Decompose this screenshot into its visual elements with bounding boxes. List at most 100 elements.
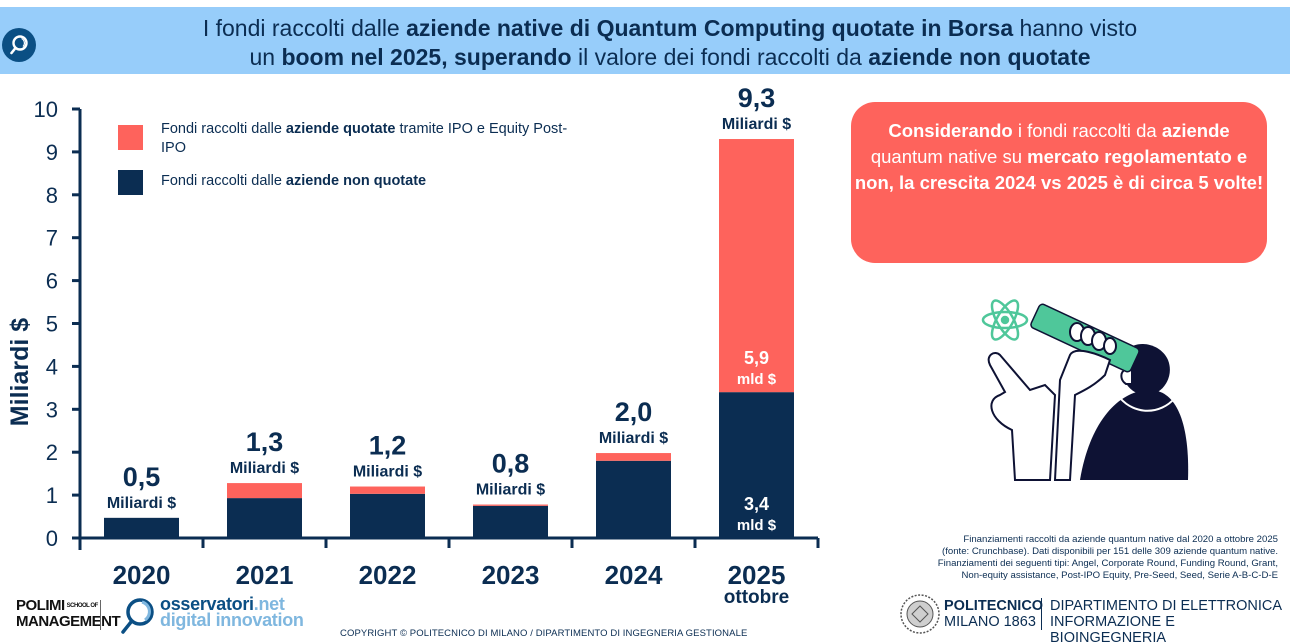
callout-run: Considerando xyxy=(888,120,1013,141)
politecnico-milano-name: POLITECNICO MILANO 1863 xyxy=(944,598,1043,630)
x-tick-label: 2020 xyxy=(113,560,171,590)
management-text: MANAGEMENT xyxy=(16,612,121,630)
bar-segment-non-quotate xyxy=(227,498,302,538)
legend-run: aziende non quotate xyxy=(285,173,427,189)
x-tick-label: 2025 xyxy=(728,560,786,590)
legend-swatch-quotate xyxy=(118,125,143,150)
bar-segment-quotate xyxy=(719,139,794,393)
y-tick-label: 9 xyxy=(46,140,58,165)
politecnico-seal-icon xyxy=(900,594,940,634)
y-axis: 0 1 2 3 4 5 6 7 8 9 10 xyxy=(34,97,82,551)
magnifier-logo-icon xyxy=(2,28,36,62)
title-run: aziende native di Quantum Computing quot… xyxy=(406,15,1014,41)
y-tick-label: 10 xyxy=(34,97,58,122)
page-title: I fondi raccolti dalle aziende native di… xyxy=(50,14,1290,72)
title-run: hanno visto xyxy=(1013,15,1138,41)
bar-segment-quotate xyxy=(596,453,671,461)
segment-value-label: 3,4 xyxy=(744,494,769,514)
total-value-label: 0,5 xyxy=(123,462,161,492)
total-value-label: 1,3 xyxy=(246,427,284,457)
dept-line-2: INFORMAZIONE E BIOINGEGNERIA xyxy=(1050,614,1175,642)
segment-unit-label: mld $ xyxy=(737,371,777,388)
milano-1863-text: MILANO 1863 xyxy=(944,614,1036,630)
bars xyxy=(104,139,794,538)
bar-segment-non-quotate xyxy=(719,392,794,538)
title-run: il valore dei fondi raccolti da xyxy=(571,44,869,70)
y-tick-label: 8 xyxy=(46,183,58,208)
total-value-label: 1,2 xyxy=(369,431,407,461)
y-tick-label: 3 xyxy=(46,397,58,422)
total-unit-label: Miliardi $ xyxy=(107,495,176,512)
title-run: un xyxy=(249,44,282,70)
osservatori-logo-text: osservatori.net digital innovation xyxy=(160,594,304,630)
osservatori-name: osservatori xyxy=(160,594,254,614)
x-tick-label: 2024 xyxy=(605,560,663,590)
callout-run: quantum native su xyxy=(870,146,1028,167)
segment-value-label: 5,9 xyxy=(744,348,769,368)
y-axis-title: Miliardi $ xyxy=(6,318,34,426)
growth-callout: Considerando i fondi raccolti da aziende… xyxy=(851,102,1267,263)
osservatori-magnifier-icon xyxy=(121,598,154,634)
atom-icon xyxy=(981,299,1029,341)
digital-innovation-text: digital innovation xyxy=(160,610,304,630)
x-tick-label: 2021 xyxy=(236,560,294,590)
y-tick-label: 2 xyxy=(46,440,58,465)
title-run: boom nel 2025, superando xyxy=(281,44,572,70)
osservatori-tld: .net xyxy=(253,594,285,614)
person-with-telescope-and-atom-illustration xyxy=(981,299,1189,481)
bar-segment-quotate xyxy=(350,486,425,494)
dept-divider xyxy=(1041,598,1042,630)
bar-segment-non-quotate xyxy=(596,460,671,538)
title-line-1: I fondi raccolti dalle aziende native di… xyxy=(50,14,1290,43)
note-line: (fonte: Crunchbase). Dati disponibili pe… xyxy=(942,546,1278,557)
stacked-bar-chart: 0 1 2 3 4 5 6 7 8 9 10 2020 2021 2022 2023 2024 2025ott… xyxy=(6,83,820,608)
title-run: I fondi raccolti dalle xyxy=(202,15,407,41)
dept-line-1: DIPARTIMENTO DI ELETTRONICA xyxy=(1050,598,1283,614)
bar-segment-quotate xyxy=(473,504,548,506)
x-tick-sublabel: ottobre xyxy=(724,587,789,608)
department-name: DIPARTIMENTO DI ELETTRONICA INFORMAZIONE… xyxy=(1050,598,1290,642)
total-value-label: 0,8 xyxy=(492,449,530,479)
total-value-label: 9,3 xyxy=(738,83,776,113)
bar-segment-quotate xyxy=(227,483,302,499)
y-tick-label: 0 xyxy=(46,526,58,551)
legend-run: Fondi raccolti dalle xyxy=(161,173,286,189)
legend-run: aziende quotate xyxy=(285,121,396,137)
total-value-label: 2,0 xyxy=(615,397,653,427)
y-tick-label: 1 xyxy=(46,483,58,508)
segment-unit-label: mld $ xyxy=(737,517,777,534)
legend-run: Fondi raccolti dalle xyxy=(161,121,286,137)
school-of-text: SCHOOL OF xyxy=(66,602,99,609)
total-unit-label: Miliardi $ xyxy=(599,430,668,447)
total-unit-label: Miliardi $ xyxy=(230,460,299,477)
note-line: Finanziamenti dei seguenti tipi: Angel, … xyxy=(937,558,1278,569)
title-line-2: un boom nel 2025, superando il valore de… xyxy=(50,43,1290,72)
logo-divider xyxy=(100,600,101,630)
title-run: aziende non quotate xyxy=(868,44,1091,70)
legend-swatch-non-quotate xyxy=(118,170,143,195)
total-unit-label: Miliardi $ xyxy=(476,482,545,499)
data-labels: 0,5 Miliardi $ 1,3 Miliardi $ 1,2 Miliardi $ 0… xyxy=(107,83,791,534)
total-unit-label: Miliardi $ xyxy=(353,464,422,481)
callout-run: i fondi raccolti da xyxy=(1012,120,1162,141)
y-tick-label: 4 xyxy=(46,354,58,379)
y-tick-label: 6 xyxy=(46,269,58,294)
source-note: Finanziamenti raccolti da aziende quantu… xyxy=(828,534,1278,582)
legend-run: tramite IPO e Equity Post-IPO xyxy=(161,121,568,156)
bar-segment-non-quotate xyxy=(104,517,179,538)
header-banner: I fondi raccolti dalle aziende native di… xyxy=(0,7,1290,74)
callout-run: aziende xyxy=(1161,120,1230,141)
bar-segment-non-quotate xyxy=(350,493,425,538)
legend-label-quotate: Fondi raccolti dalle aziende quotate tra… xyxy=(161,120,581,158)
x-tick-label: 2023 xyxy=(482,560,540,590)
note-line: Finanziamenti raccolti da aziende quantu… xyxy=(963,534,1278,545)
x-tick-label: 2022 xyxy=(359,560,417,590)
note-line: Non-equity assistance, Post-IPO Equity, … xyxy=(961,570,1278,581)
copyright-text: COPYRIGHT © POLITECNICO DI MILANO / DIPA… xyxy=(340,628,748,639)
y-tick-label: 7 xyxy=(46,226,58,251)
legend-label-non-quotate: Fondi raccolti dalle aziende non quotate xyxy=(161,172,581,191)
bar-segment-non-quotate xyxy=(473,505,548,538)
callout-run: mercato regolamentato e non, la crescita… xyxy=(854,146,1264,193)
polimi-school-of-management-logo: POLIMI SCHOOL OF MANAGEMENT xyxy=(16,598,121,630)
